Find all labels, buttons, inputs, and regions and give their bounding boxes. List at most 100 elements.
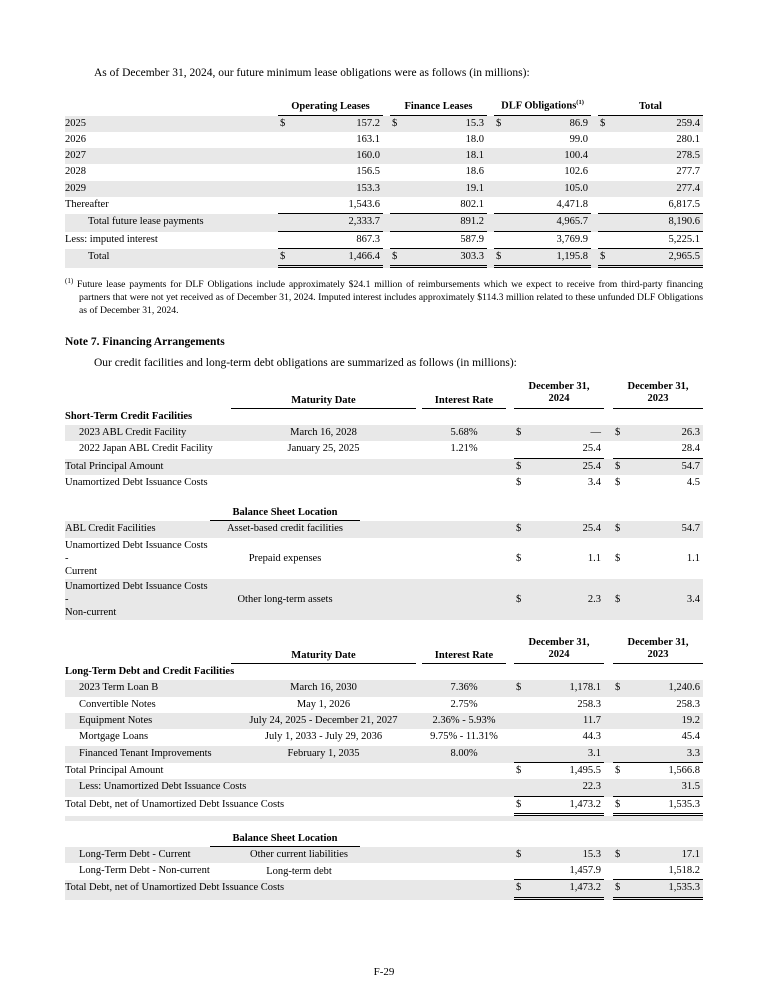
- table-row: Thereafter 1,543.6 802.1 4,471.8 6,817.5: [65, 197, 703, 215]
- table-row: Convertible Notes May 1, 2026 2.75% 258.3 25…: [65, 697, 703, 713]
- value-cell: 105.0: [494, 181, 591, 197]
- value: 15.3: [465, 117, 484, 129]
- location-cell: Asset-based credit facilities: [226, 523, 344, 535]
- short-term-balance-table-body: ABL Credit Facilities Asset-based credit …: [65, 521, 703, 620]
- dollar-sign: $: [615, 682, 621, 694]
- interest-cell: 1.21%: [450, 443, 478, 455]
- maturity-cell: March 16, 2028: [290, 427, 357, 439]
- interest-cell: 5.68%: [450, 427, 478, 439]
- value-cell: 258.3: [514, 697, 604, 713]
- value: 17.1: [681, 848, 700, 860]
- dollar-sign: $: [615, 552, 621, 564]
- table-row: Total $1,466.4 $303.3 $1,195.8 $2,965.5: [65, 248, 703, 269]
- value-cell: $54.7: [613, 459, 703, 475]
- row-label: Long-Term Debt - Non-current: [79, 865, 210, 877]
- row-label: Total Principal Amount: [65, 764, 164, 776]
- spacer: [65, 821, 703, 833]
- dollar-sign: $: [392, 250, 398, 262]
- value-cell: $3.4: [514, 475, 604, 491]
- value: 278.5: [676, 150, 700, 162]
- table-row: Short-Term Credit Facilities: [65, 409, 703, 425]
- lease-table-header: Operating Leases Finance Leases DLF Obli…: [65, 96, 703, 116]
- column-header-finance-leases: Finance Leases: [390, 100, 487, 116]
- value: 86.9: [569, 117, 588, 129]
- location-cell: Other long-term assets: [237, 593, 333, 605]
- short-term-table-body: Short-Term Credit Facilities 2023 ABL Cre…: [65, 409, 703, 491]
- value: 157.2: [356, 117, 380, 129]
- row-label: Unamortized Debt Issuance Costs: [65, 476, 208, 488]
- value-cell: 5,225.1: [598, 232, 703, 249]
- value-cell: 3.3: [613, 746, 703, 763]
- value-cell: $2,965.5: [598, 249, 703, 269]
- value-cell: 1,543.6: [278, 197, 383, 215]
- interest-cell: 9.75% - 11.31%: [430, 731, 498, 743]
- value-cell: $17.1: [613, 847, 703, 863]
- financing-intro-paragraph: Our credit facilities and long-term debt…: [94, 357, 517, 370]
- value-cell: 31.5: [613, 779, 703, 797]
- table-row: 2023 Term Loan B March 16, 2030 7.36% $1,17…: [65, 680, 703, 697]
- column-header-balance-sheet-location: Balance Sheet Location: [210, 507, 360, 522]
- value: 25.4: [582, 460, 601, 472]
- value: 25.4: [582, 523, 601, 535]
- value-cell: 6,817.5: [598, 197, 703, 215]
- short-term-table: Maturity Date Interest Rate December 31,…: [65, 381, 703, 491]
- value-cell: 45.4: [613, 729, 703, 745]
- maturity-cell: [231, 763, 416, 779]
- lease-intro-paragraph: As of December 31, 2024, our future mini…: [94, 67, 530, 79]
- table-row: Less: Unamortized Debt Issuance Costs 22.…: [65, 779, 703, 797]
- value-cell: 278.5: [598, 148, 703, 164]
- spacer: [360, 539, 506, 578]
- table-row: Total Principal Amount $25.4 $54.7: [65, 458, 703, 475]
- value: 25.4: [582, 443, 601, 455]
- value-cell: $ —: [514, 425, 604, 441]
- value-cell: 4,471.8: [494, 197, 591, 215]
- balance-sheet-header: Balance Sheet Location: [65, 507, 703, 522]
- page-number-footer: F-29: [373, 966, 395, 978]
- dollar-sign: $: [615, 764, 621, 776]
- table-row: 2026 163.1 18.0 99.0 280.1: [65, 132, 703, 148]
- dollar-sign: $: [615, 523, 621, 535]
- row-label: Total Debt, net of Unamortized Debt Issu…: [65, 882, 285, 894]
- spacer: [360, 580, 506, 619]
- footnote: (1) Future lease payments for DLF Obliga…: [65, 275, 703, 317]
- value-cell: 11.7: [514, 713, 604, 729]
- location-cell: Other current liabilities: [250, 848, 348, 860]
- value: 1,473.2: [569, 798, 602, 810]
- section-label: Long-Term Debt and Credit Facilities: [65, 666, 235, 678]
- value: 1,178.1: [569, 682, 602, 694]
- row-label: Total Principal Amount: [65, 460, 164, 472]
- long-term-table-header: Maturity Date Interest Rate December 31,…: [65, 637, 703, 665]
- value-cell: $3.4: [613, 580, 703, 619]
- value-cell: 867.3: [278, 232, 383, 249]
- value: 163.1: [356, 133, 380, 145]
- row-label: 2025: [65, 117, 86, 129]
- value-cell: 153.3: [278, 181, 383, 197]
- row-label: 2023 ABL Credit Facility: [79, 427, 187, 439]
- value-cell: 28.4: [613, 441, 703, 459]
- maturity-cell: May 1, 2026: [296, 698, 351, 710]
- value: 18.1: [465, 150, 484, 162]
- value: 45.4: [681, 731, 700, 743]
- spacer: [65, 620, 703, 637]
- row-label: 2029: [65, 182, 86, 194]
- value-cell: 22.3: [514, 779, 604, 797]
- value-cell: $1,195.8: [494, 249, 591, 269]
- value-cell: $15.3: [514, 847, 604, 863]
- row-label: 2023 Term Loan B: [79, 682, 159, 694]
- row-label: Total: [88, 250, 110, 262]
- value: 105.0: [564, 182, 588, 194]
- value: 1,195.8: [556, 250, 589, 262]
- value: 867.3: [356, 233, 380, 245]
- note-heading: Note 7. Financing Arrangements: [65, 336, 225, 349]
- value: 1,566.8: [668, 764, 701, 776]
- value-cell: $1,535.3: [613, 880, 703, 900]
- value: 1,473.2: [569, 882, 602, 894]
- table-row: Long-Term Debt - Current Other current li…: [65, 846, 703, 864]
- table-row: Total Debt, net of Unamortized Debt Issu…: [65, 880, 703, 900]
- value: 1.1: [686, 552, 700, 564]
- value-cell: 100.4: [494, 148, 591, 164]
- column-header-december-31-2023: December 31, 2023: [613, 381, 703, 409]
- maturity-cell: January 25, 2025: [287, 443, 360, 455]
- value: 15.3: [582, 848, 601, 860]
- value-cell: $1,535.3: [613, 797, 703, 816]
